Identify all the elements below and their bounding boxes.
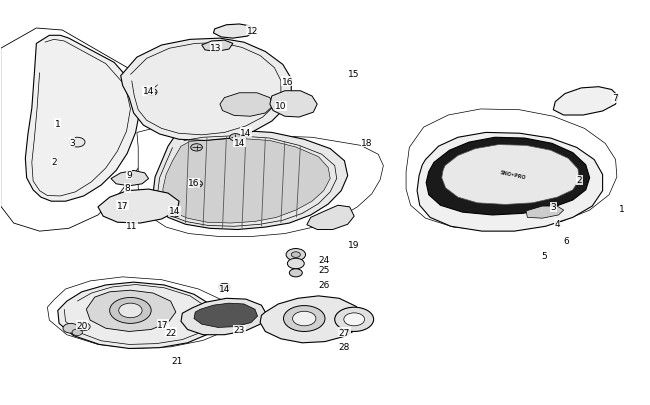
Text: SNO•PRO: SNO•PRO bbox=[500, 170, 526, 180]
Text: 1: 1 bbox=[55, 119, 60, 128]
Text: 6: 6 bbox=[564, 237, 569, 245]
Polygon shape bbox=[98, 190, 179, 224]
Polygon shape bbox=[202, 41, 233, 52]
Text: 20: 20 bbox=[76, 321, 88, 330]
Text: 1: 1 bbox=[619, 204, 625, 213]
Polygon shape bbox=[1, 29, 163, 232]
Text: 4: 4 bbox=[554, 219, 560, 228]
Text: 14: 14 bbox=[234, 138, 245, 147]
Text: 24: 24 bbox=[318, 255, 330, 264]
Circle shape bbox=[292, 311, 316, 326]
Text: 19: 19 bbox=[348, 241, 360, 249]
Polygon shape bbox=[553, 87, 618, 116]
Circle shape bbox=[190, 144, 202, 151]
Text: 15: 15 bbox=[348, 70, 360, 79]
Circle shape bbox=[289, 269, 302, 277]
Text: 2: 2 bbox=[51, 158, 57, 166]
Circle shape bbox=[110, 298, 151, 324]
Polygon shape bbox=[213, 25, 255, 39]
Text: 27: 27 bbox=[339, 328, 350, 337]
Polygon shape bbox=[442, 145, 579, 205]
Text: 11: 11 bbox=[126, 222, 137, 230]
Polygon shape bbox=[260, 296, 364, 343]
Text: 5: 5 bbox=[541, 251, 547, 260]
Circle shape bbox=[119, 303, 142, 318]
Text: 26: 26 bbox=[318, 281, 330, 290]
Text: 16: 16 bbox=[281, 78, 293, 87]
Text: 3: 3 bbox=[551, 203, 556, 212]
Polygon shape bbox=[406, 110, 617, 231]
Circle shape bbox=[283, 306, 325, 332]
Text: 3: 3 bbox=[69, 138, 75, 147]
Text: 14: 14 bbox=[143, 87, 154, 96]
Polygon shape bbox=[121, 39, 291, 141]
Circle shape bbox=[70, 138, 85, 147]
Text: 18: 18 bbox=[361, 138, 373, 147]
Text: 12: 12 bbox=[246, 26, 258, 36]
Polygon shape bbox=[220, 94, 273, 117]
Text: 14: 14 bbox=[219, 285, 230, 294]
Polygon shape bbox=[153, 131, 348, 230]
Polygon shape bbox=[47, 277, 235, 349]
Text: 21: 21 bbox=[172, 356, 183, 365]
Circle shape bbox=[287, 259, 304, 269]
Text: 8: 8 bbox=[124, 184, 130, 193]
Circle shape bbox=[335, 307, 374, 332]
Polygon shape bbox=[270, 92, 317, 118]
Text: 7: 7 bbox=[613, 94, 618, 103]
Circle shape bbox=[146, 89, 157, 96]
Text: 28: 28 bbox=[339, 343, 350, 352]
Polygon shape bbox=[111, 171, 149, 186]
Polygon shape bbox=[526, 207, 564, 219]
Polygon shape bbox=[25, 36, 140, 202]
Polygon shape bbox=[86, 290, 176, 332]
Circle shape bbox=[218, 284, 230, 291]
Polygon shape bbox=[58, 282, 220, 349]
Circle shape bbox=[63, 324, 79, 333]
Text: 14: 14 bbox=[240, 129, 252, 138]
Polygon shape bbox=[307, 206, 354, 230]
Polygon shape bbox=[163, 139, 330, 224]
Text: 14: 14 bbox=[169, 207, 180, 216]
Text: 17: 17 bbox=[117, 201, 129, 210]
Circle shape bbox=[229, 134, 241, 142]
Circle shape bbox=[286, 249, 306, 261]
Text: 2: 2 bbox=[577, 176, 582, 185]
Circle shape bbox=[190, 181, 202, 188]
Polygon shape bbox=[137, 129, 384, 237]
Text: 9: 9 bbox=[126, 171, 132, 179]
Text: 17: 17 bbox=[157, 320, 168, 329]
Text: 22: 22 bbox=[165, 328, 176, 337]
Polygon shape bbox=[426, 138, 590, 215]
Text: 13: 13 bbox=[211, 44, 222, 53]
Text: 10: 10 bbox=[275, 102, 287, 111]
Circle shape bbox=[72, 329, 83, 336]
Circle shape bbox=[344, 313, 365, 326]
Polygon shape bbox=[417, 133, 603, 232]
Text: 23: 23 bbox=[234, 325, 245, 334]
Text: 16: 16 bbox=[188, 179, 200, 188]
Circle shape bbox=[77, 323, 90, 331]
Text: 25: 25 bbox=[318, 266, 330, 275]
Polygon shape bbox=[181, 298, 266, 335]
Circle shape bbox=[291, 252, 300, 258]
Circle shape bbox=[169, 210, 180, 217]
Polygon shape bbox=[194, 303, 257, 328]
